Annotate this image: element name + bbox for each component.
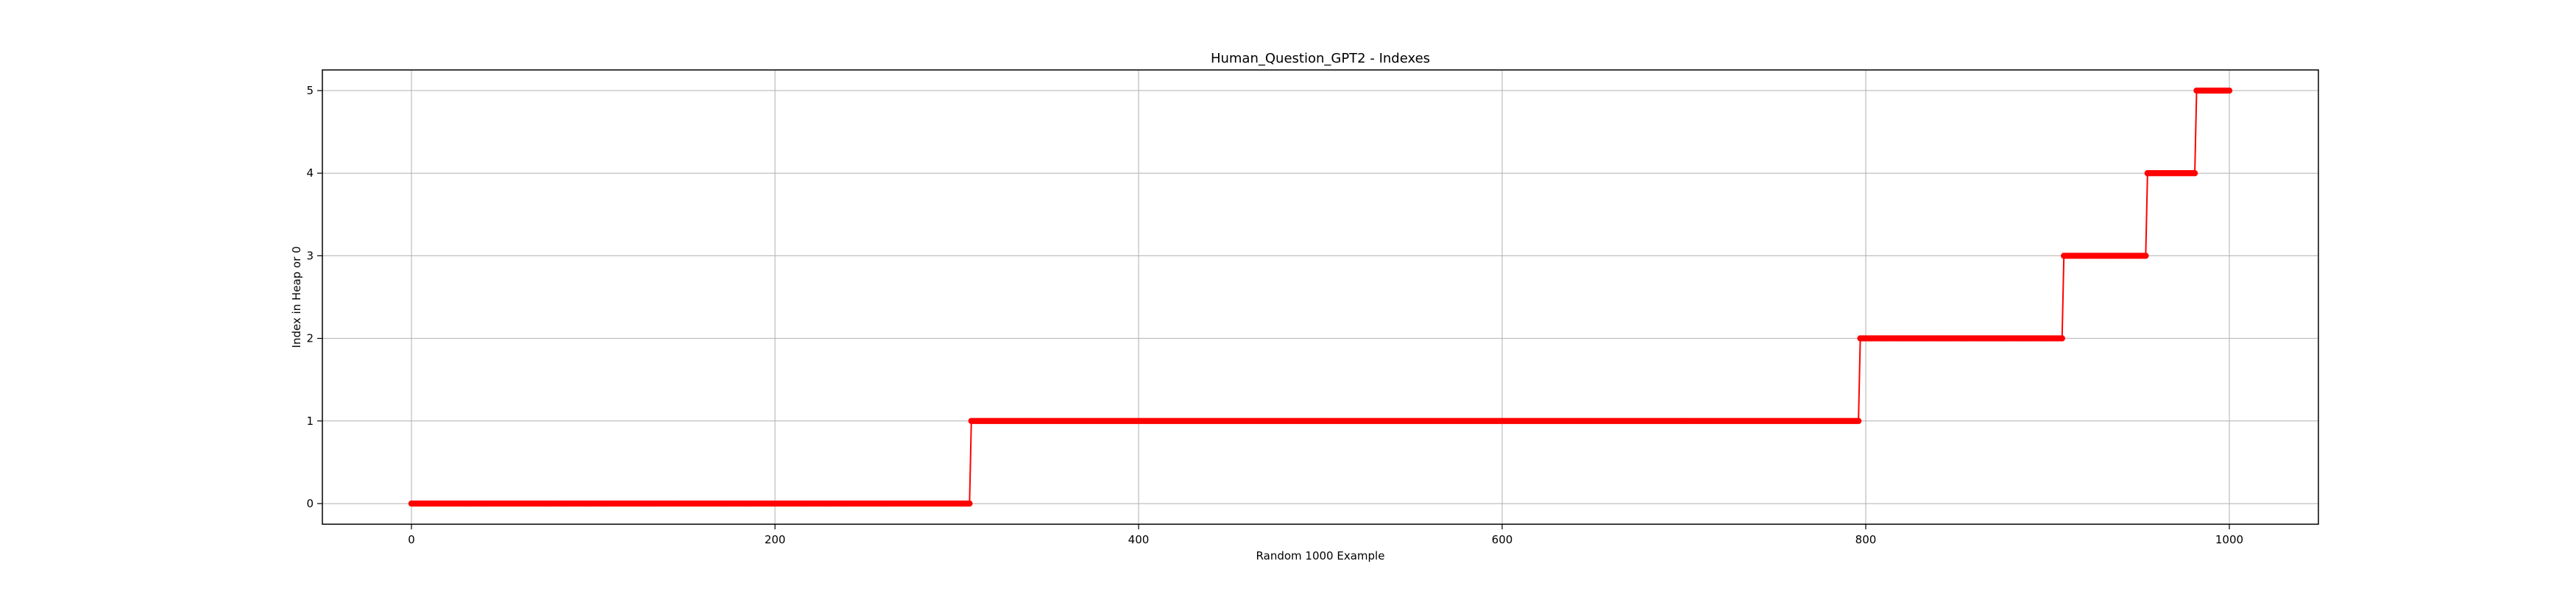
data-point (2226, 87, 2233, 94)
y-tick-label: 5 (306, 84, 314, 97)
data-point (1855, 417, 1862, 424)
data-point (2059, 335, 2065, 342)
y-tick-label: 3 (306, 249, 314, 262)
series-line (411, 90, 2229, 504)
x-tick-label: 1000 (2215, 533, 2243, 546)
y-tick-label: 4 (306, 166, 314, 180)
chart-title: Human_Question_GPT2 - Indexes (1211, 51, 1430, 66)
y-tick-label: 2 (306, 332, 314, 345)
data-point (2142, 253, 2149, 259)
y-tick-label: 1 (306, 415, 314, 428)
x-tick-label: 600 (1492, 533, 1513, 546)
x-tick-label: 0 (408, 533, 415, 546)
plot-frame (322, 69, 2319, 525)
x-tick-label: 400 (1128, 533, 1150, 546)
x-axis-label: Random 1000 Example (1256, 549, 1385, 562)
y-axis-label: Index in Heap or 0 (290, 246, 303, 348)
series-points (408, 87, 2233, 507)
data-point (2191, 170, 2198, 177)
data-point (966, 500, 973, 507)
x-tick-label: 200 (765, 533, 786, 546)
tick-layer: 0 200 400 600 800 1000 0 1 2 3 4 5 (306, 84, 2243, 546)
data-layer (408, 87, 2233, 507)
x-tick-label: 800 (1855, 533, 1877, 546)
grid-layer (322, 70, 2318, 524)
y-tick-label: 0 (306, 497, 314, 510)
